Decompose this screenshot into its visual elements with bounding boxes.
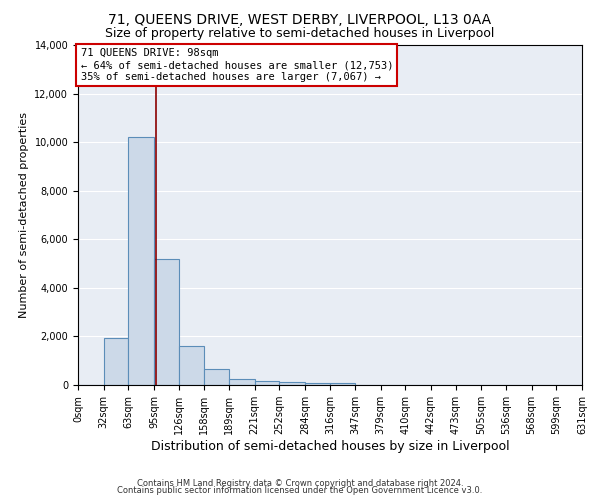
Bar (254, 381, 279, 385)
Text: 71 QUEENS DRIVE: 98sqm
← 64% of semi-detached houses are smaller (12,753)
35% of: 71 QUEENS DRIVE: 98sqm ← 64% of semi-det… (80, 48, 393, 82)
Bar (154, 258, 179, 385)
Bar (305, 382, 331, 385)
Text: Size of property relative to semi-detached houses in Liverpool: Size of property relative to semi-detach… (106, 28, 494, 40)
Text: Contains public sector information licensed under the Open Government Licence v3: Contains public sector information licen… (118, 486, 482, 495)
X-axis label: Distribution of semi-detached houses by size in Liverpool: Distribution of semi-detached houses by … (151, 440, 509, 453)
Bar (229, 378, 254, 385)
Bar (104, 338, 128, 385)
Bar (331, 382, 355, 385)
Bar (179, 346, 204, 385)
Text: Contains HM Land Registry data © Crown copyright and database right 2024.: Contains HM Land Registry data © Crown c… (137, 478, 463, 488)
Y-axis label: Number of semi-detached properties: Number of semi-detached properties (19, 112, 29, 318)
Bar (128, 138, 154, 385)
Text: 71, QUEENS DRIVE, WEST DERBY, LIVERPOOL, L13 0AA: 71, QUEENS DRIVE, WEST DERBY, LIVERPOOL,… (109, 12, 491, 26)
Bar (279, 382, 305, 385)
Bar (204, 369, 229, 385)
